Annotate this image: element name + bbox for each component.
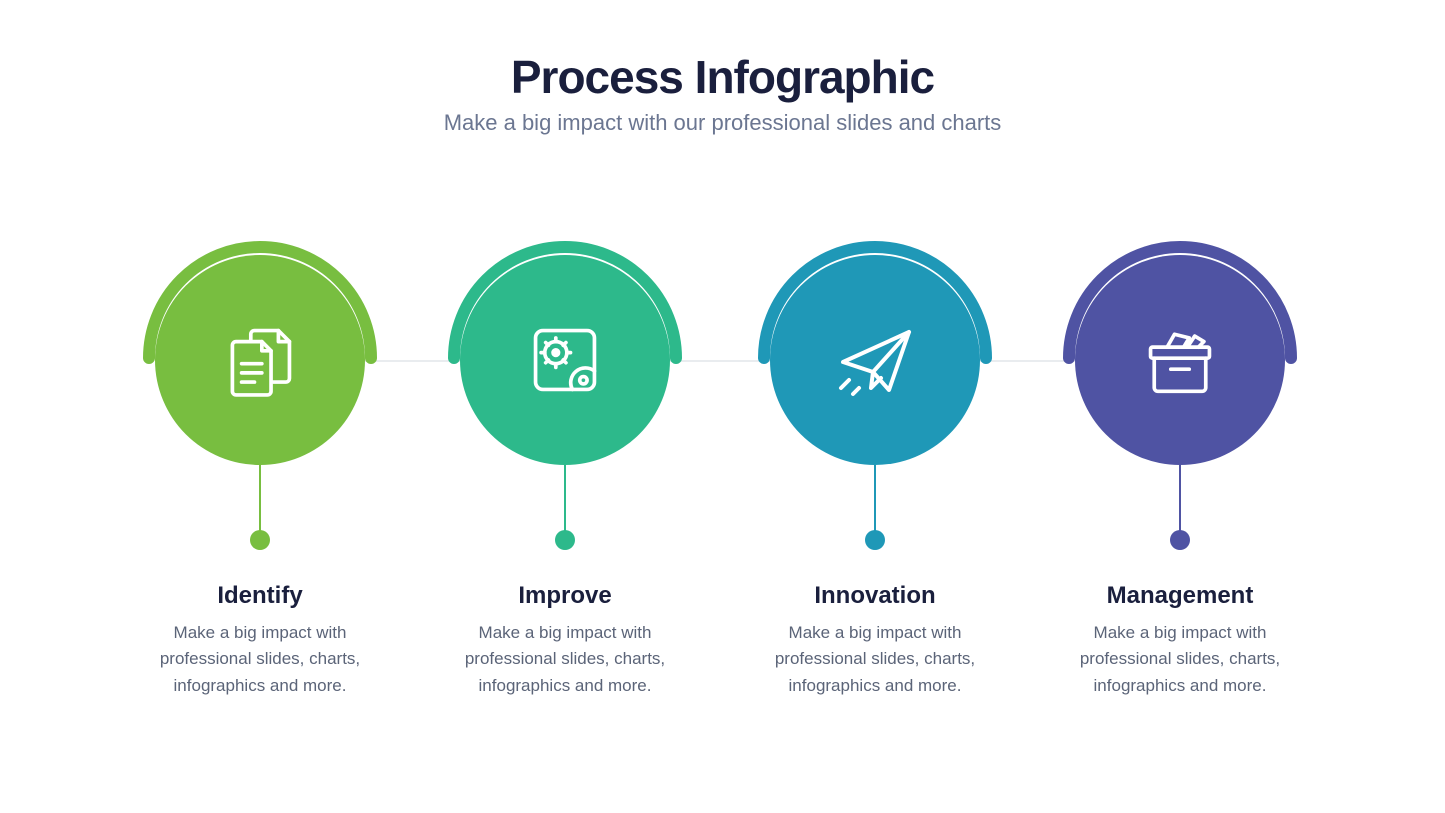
step-stem [259,465,261,539]
step-title: Management [1050,582,1310,610]
connector-line [260,360,1180,362]
step-circle [155,255,365,465]
step-title: Improve [435,582,695,610]
step-stem [564,465,566,539]
step-stem [874,465,876,539]
step-title: Identify [130,582,390,610]
step-stem [1179,465,1181,539]
documents-icon [214,314,306,406]
step-description: Make a big impact with professional slid… [1050,620,1310,699]
step-dot [865,530,885,550]
page-subtitle: Make a big impact with our professional … [0,110,1445,136]
step-description: Make a big impact with professional slid… [130,620,390,699]
step-dot [250,530,270,550]
header: Process Infographic Make a big impact wi… [0,0,1445,136]
step-dot [555,530,575,550]
gears-panel-icon [519,314,611,406]
step-circle [770,255,980,465]
step-circle [460,255,670,465]
paper-plane-icon [825,310,925,410]
step-circle [1075,255,1285,465]
step-description: Make a big impact with professional slid… [745,620,1005,699]
infographic-stage: Identify Make a big impact with professi… [0,230,1445,790]
step-title: Innovation [745,582,1005,610]
page-title: Process Infographic [0,50,1445,104]
archive-box-icon [1134,314,1226,406]
step-dot [1170,530,1190,550]
step-description: Make a big impact with professional slid… [435,620,695,699]
